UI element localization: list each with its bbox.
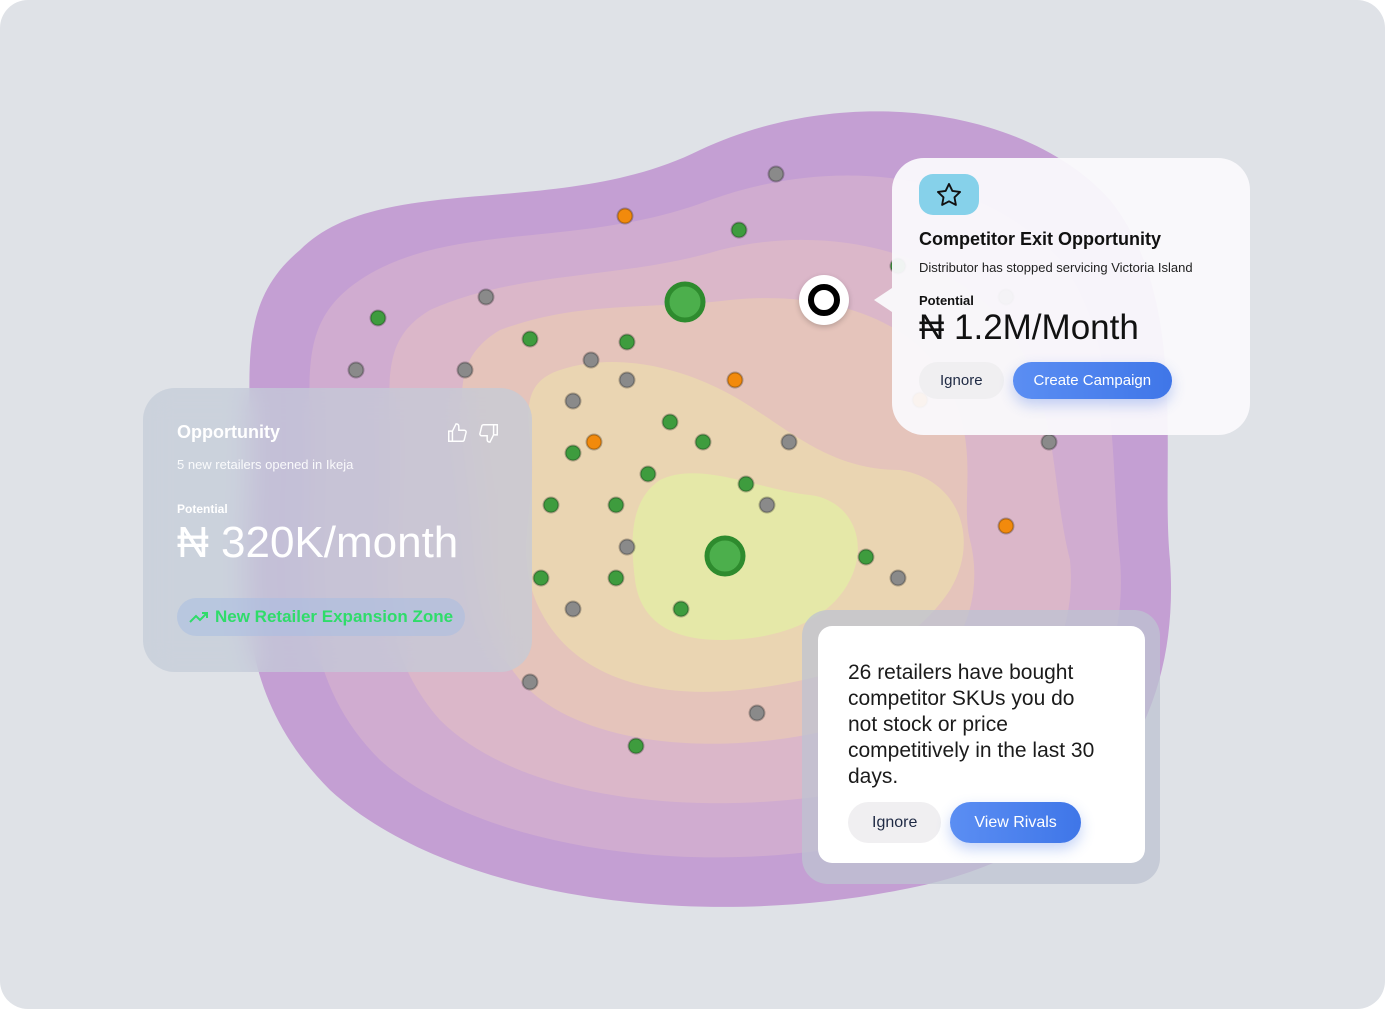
card-subtitle: 5 new retailers opened in Ikeja: [177, 457, 354, 472]
inactive-marker[interactable]: [618, 538, 636, 556]
tag-label: New Retailer Expansion Zone: [215, 607, 454, 626]
inactive-marker[interactable]: [767, 165, 785, 183]
potential-value: ₦ 320K/month: [177, 518, 459, 567]
thumbs-up-icon[interactable]: [446, 422, 468, 444]
inactive-marker[interactable]: [347, 361, 365, 379]
inactive-marker[interactable]: [456, 361, 474, 379]
retailer-marker[interactable]: [521, 330, 539, 348]
thumbs-down-icon[interactable]: [478, 422, 500, 444]
retailer-marker[interactable]: [694, 433, 712, 451]
opportunity-marker[interactable]: [726, 371, 744, 389]
retailer-marker[interactable]: [730, 221, 748, 239]
create-campaign-button[interactable]: Create Campaign: [1012, 362, 1173, 399]
card-title: Opportunity: [177, 422, 280, 442]
retailer-marker[interactable]: [532, 569, 550, 587]
card-title: Competitor Exit Opportunity: [919, 229, 1161, 249]
retailer-marker[interactable]: [369, 309, 387, 327]
star-icon: [936, 182, 962, 206]
inactive-marker[interactable]: [521, 673, 539, 691]
opportunity-card: Opportunity 5 new retailers opened in Ik…: [143, 388, 532, 672]
inactive-marker[interactable]: [889, 569, 907, 587]
retailer-marker[interactable]: [627, 737, 645, 755]
opportunity-marker[interactable]: [997, 517, 1015, 535]
inactive-marker[interactable]: [582, 351, 600, 369]
inactive-marker[interactable]: [1040, 433, 1058, 451]
rivals-message: 26 retailers have bought competitor SKUs…: [848, 661, 1095, 788]
potential-label: Potential: [919, 293, 974, 308]
expansion-zone-tag[interactable]: New Retailer Expansion Zone: [177, 598, 466, 636]
inactive-marker[interactable]: [758, 496, 776, 514]
retailer-marker[interactable]: [857, 548, 875, 566]
retailer-marker[interactable]: [737, 475, 755, 493]
potential-value: ₦ 1.2M/Month: [919, 308, 1139, 347]
opportunity-marker[interactable]: [616, 207, 634, 225]
potential-label: Potential: [177, 502, 228, 516]
inactive-marker[interactable]: [618, 371, 636, 389]
inactive-marker[interactable]: [477, 288, 495, 306]
retailer-marker[interactable]: [639, 465, 657, 483]
retailer-marker[interactable]: [607, 569, 625, 587]
retailer-marker[interactable]: [607, 496, 625, 514]
trending-up-icon: [189, 612, 208, 623]
retailer-marker[interactable]: [542, 496, 560, 514]
retailer-marker[interactable]: [564, 444, 582, 462]
retailer-marker[interactable]: [618, 333, 636, 351]
ignore-button[interactable]: Ignore: [848, 802, 942, 843]
star-badge: [919, 174, 979, 215]
card-subtitle: Distributor has stopped servicing Victor…: [919, 260, 1193, 275]
retailer-marker[interactable]: [661, 413, 679, 431]
callout-pointer: [874, 288, 892, 312]
location-pin[interactable]: [799, 275, 849, 325]
competitor-exit-card: Competitor Exit Opportunity Distributor …: [892, 158, 1250, 435]
ignore-button[interactable]: Ignore: [919, 362, 1004, 399]
inactive-marker[interactable]: [564, 392, 582, 410]
view-rivals-button[interactable]: View Rivals: [950, 802, 1081, 843]
retailer-marker[interactable]: [672, 600, 690, 618]
inactive-marker[interactable]: [564, 600, 582, 618]
hub-marker[interactable]: [704, 535, 746, 577]
inactive-marker[interactable]: [780, 433, 798, 451]
inactive-marker[interactable]: [748, 704, 766, 722]
opportunity-marker[interactable]: [585, 433, 603, 451]
rivals-card: 26 retailers have bought competitor SKUs…: [818, 626, 1145, 863]
hub-marker[interactable]: [664, 281, 706, 323]
